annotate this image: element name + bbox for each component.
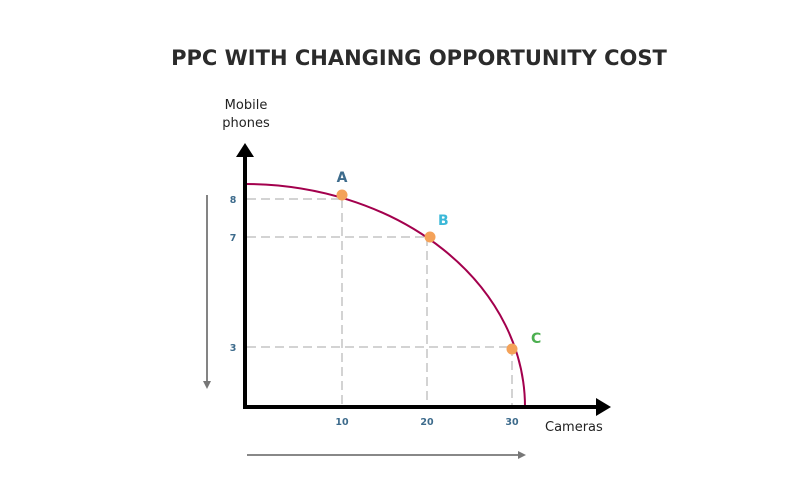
down-arrow-head-icon [203, 381, 211, 389]
y-axis-label-line1: Mobile [225, 98, 268, 113]
point-a [336, 189, 348, 201]
x-axis-label: Cameras [545, 420, 603, 435]
point-label-c: C [531, 331, 541, 347]
x-axis-arrowhead-icon [596, 398, 611, 416]
x-tick-label: 10 [335, 417, 349, 428]
y-tick-label: 7 [230, 233, 237, 244]
x-tick-label: 30 [505, 417, 519, 428]
y-tick-label: 3 [230, 343, 237, 354]
point-c [506, 343, 518, 355]
right-arrow-head-icon [518, 451, 526, 459]
y-axis-label-line2: phones [222, 116, 270, 131]
point-b [424, 231, 436, 243]
chart-title: PPC WITH CHANGING OPPORTUNITY COST [171, 46, 667, 70]
point-label-b: B [438, 213, 449, 229]
x-tick-label: 20 [420, 417, 434, 428]
guide-lines [247, 198, 513, 405]
y-axis-arrowhead-icon [236, 143, 254, 157]
ppc-curve [244, 183, 526, 408]
y-tick-label: 8 [230, 195, 237, 206]
point-label-a: A [337, 170, 348, 186]
